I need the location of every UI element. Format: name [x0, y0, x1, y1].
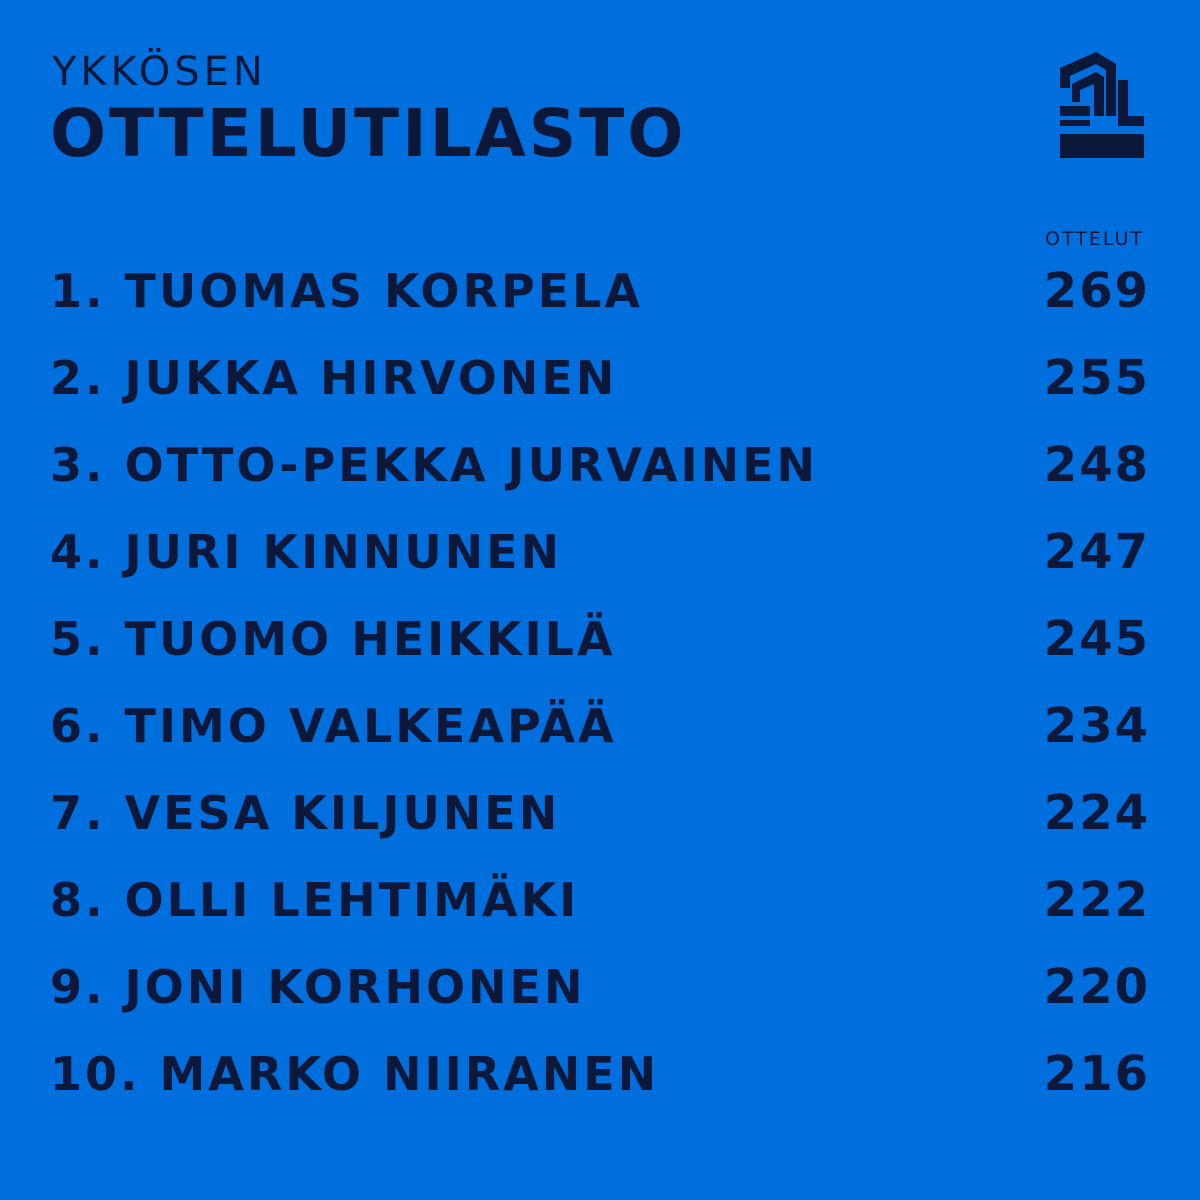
header-kicker: YKKÖSEN: [52, 49, 267, 95]
player-rank: 8.: [50, 873, 106, 927]
player-rank: 5.: [50, 612, 106, 666]
player-entry: 3. OTTO-PEKKA JURVAINEN: [50, 422, 818, 509]
player-rank: 6.: [50, 699, 106, 753]
player-games: 245: [1043, 611, 1150, 667]
player-entry: 5. TUOMO HEIKKILÄ: [50, 596, 616, 683]
player-entry: 8. OLLI LEHTIMÄKI: [50, 857, 579, 944]
player-games: 269: [1043, 263, 1150, 319]
player-name: JURI KINNUNEN: [124, 525, 563, 579]
leaderboard-row: 2. JUKKA HIRVONEN 255: [50, 335, 1150, 422]
player-games: 216: [1043, 1046, 1150, 1102]
player-games: 234: [1043, 698, 1150, 754]
player-name: VESA KILJUNEN: [124, 786, 561, 840]
player-name: TUOMO HEIKKILÄ: [124, 612, 616, 666]
player-name: JONI KORHONEN: [124, 960, 586, 1014]
player-name: OLLI LEHTIMÄKI: [124, 873, 580, 927]
player-rank: 1.: [50, 264, 106, 318]
player-entry: 6. TIMO VALKEAPÄÄ: [50, 683, 617, 770]
leaderboard: 1. TUOMAS KORPELA 269 2. JUKKA HIRVONEN …: [50, 248, 1150, 1118]
player-entry: 9. JONI KORHONEN: [50, 944, 585, 1031]
player-entry: 2. JUKKA HIRVONEN: [50, 335, 617, 422]
leaderboard-row: 1. TUOMAS KORPELA 269: [50, 248, 1150, 335]
leaderboard-row: 9. JONI KORHONEN 220: [50, 944, 1150, 1031]
leaderboard-row: 5. TUOMO HEIKKILÄ 245: [50, 596, 1150, 683]
player-rank: 3.: [50, 438, 106, 492]
player-entry: 4. JURI KINNUNEN: [50, 509, 562, 596]
player-name: TIMO VALKEAPÄÄ: [124, 699, 617, 753]
leaderboard-row: 3. OTTO-PEKKA JURVAINEN 248: [50, 422, 1150, 509]
player-name: TUOMAS KORPELA: [124, 264, 644, 318]
player-entry: 1. TUOMAS KORPELA: [50, 248, 643, 335]
leaderboard-row: 4. JURI KINNUNEN 247: [50, 509, 1150, 596]
player-games: 222: [1043, 872, 1150, 928]
player-games: 248: [1043, 437, 1150, 493]
player-rank: 4.: [50, 525, 106, 579]
player-rank: 9.: [50, 960, 106, 1014]
leaderboard-row: 10. MARKO NIIRANEN 216: [50, 1031, 1150, 1118]
player-name: JUKKA HIRVONEN: [124, 351, 618, 405]
player-games: 247: [1043, 524, 1150, 580]
player-name: OTTO-PEKKA JURVAINEN: [124, 438, 819, 492]
page-title: OTTELUTILASTO: [50, 95, 687, 172]
player-entry: 10. MARKO NIIRANEN: [50, 1031, 659, 1118]
player-rank: 7.: [50, 786, 106, 840]
leaderboard-row: 7. VESA KILJUNEN 224: [50, 770, 1150, 857]
player-entry: 7. VESA KILJUNEN: [50, 770, 560, 857]
player-games: 255: [1043, 350, 1150, 406]
player-name: MARKO NIIRANEN: [159, 1047, 660, 1101]
leaderboard-row: 8. OLLI LEHTIMÄKI 222: [50, 857, 1150, 944]
player-games: 220: [1043, 959, 1150, 1015]
player-rank: 2.: [50, 351, 106, 405]
ykkonen-league-logo-icon: [1058, 50, 1146, 160]
leaderboard-row: 6. TIMO VALKEAPÄÄ 234: [50, 683, 1150, 770]
player-rank: 10.: [50, 1047, 141, 1101]
player-games: 224: [1043, 785, 1150, 841]
games-column-header: OTTELUT: [1045, 228, 1144, 250]
